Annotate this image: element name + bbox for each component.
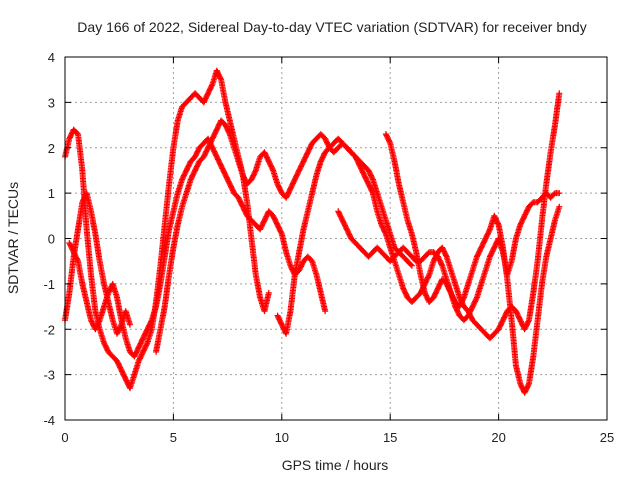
data-point <box>369 188 376 195</box>
y-tick-label: 4 <box>48 50 55 65</box>
y-tick-label: 2 <box>48 141 55 156</box>
data-point <box>322 308 329 315</box>
series-sat-c <box>153 117 415 355</box>
x-tick-label: 25 <box>600 430 614 445</box>
axis-ticks <box>64 56 608 421</box>
data-point <box>407 261 414 268</box>
data-point <box>525 318 532 325</box>
series-sat-d <box>62 190 133 337</box>
y-tick-label: 3 <box>48 95 55 110</box>
x-axis-title: GPS time / hours <box>282 457 389 473</box>
y-tick-label: -3 <box>43 368 55 383</box>
x-tick-label: 0 <box>61 430 68 445</box>
series-sat-g <box>335 190 563 324</box>
x-tick-label: 10 <box>275 430 289 445</box>
data-point <box>408 262 415 269</box>
data-point <box>226 129 233 136</box>
x-tick-label: 20 <box>491 430 505 445</box>
y-tick-label: 0 <box>48 232 55 247</box>
series-sat-e <box>274 90 563 342</box>
x-tick-label: 15 <box>383 430 397 445</box>
y-tick-label: -4 <box>43 413 55 428</box>
data-point <box>556 203 563 210</box>
data-point <box>382 229 389 236</box>
data-points <box>62 67 563 396</box>
data-point <box>556 190 563 197</box>
data-point <box>117 323 124 329</box>
y-tick-label: 1 <box>48 186 55 201</box>
data-point <box>556 90 563 97</box>
data-point <box>127 321 133 328</box>
data-point <box>442 252 449 259</box>
data-point <box>369 175 376 182</box>
chart-title: Day 166 of 2022, Sidereal Day-to-day VTE… <box>77 19 586 35</box>
grid-lines <box>65 57 607 420</box>
y-tick-label: -2 <box>43 322 55 337</box>
tick-labels: 0 5 10 15 20 25 -4 -3 -2 -1 0 1 2 3 4 <box>43 50 614 445</box>
data-point <box>525 382 532 388</box>
data-point <box>265 289 272 296</box>
y-tick-label: -1 <box>43 277 55 292</box>
x-tick-label: 5 <box>170 430 177 445</box>
series-sat-f <box>382 131 563 396</box>
data-point <box>73 130 80 136</box>
y-axis-title: SDTVAR / TECUs <box>5 182 21 294</box>
